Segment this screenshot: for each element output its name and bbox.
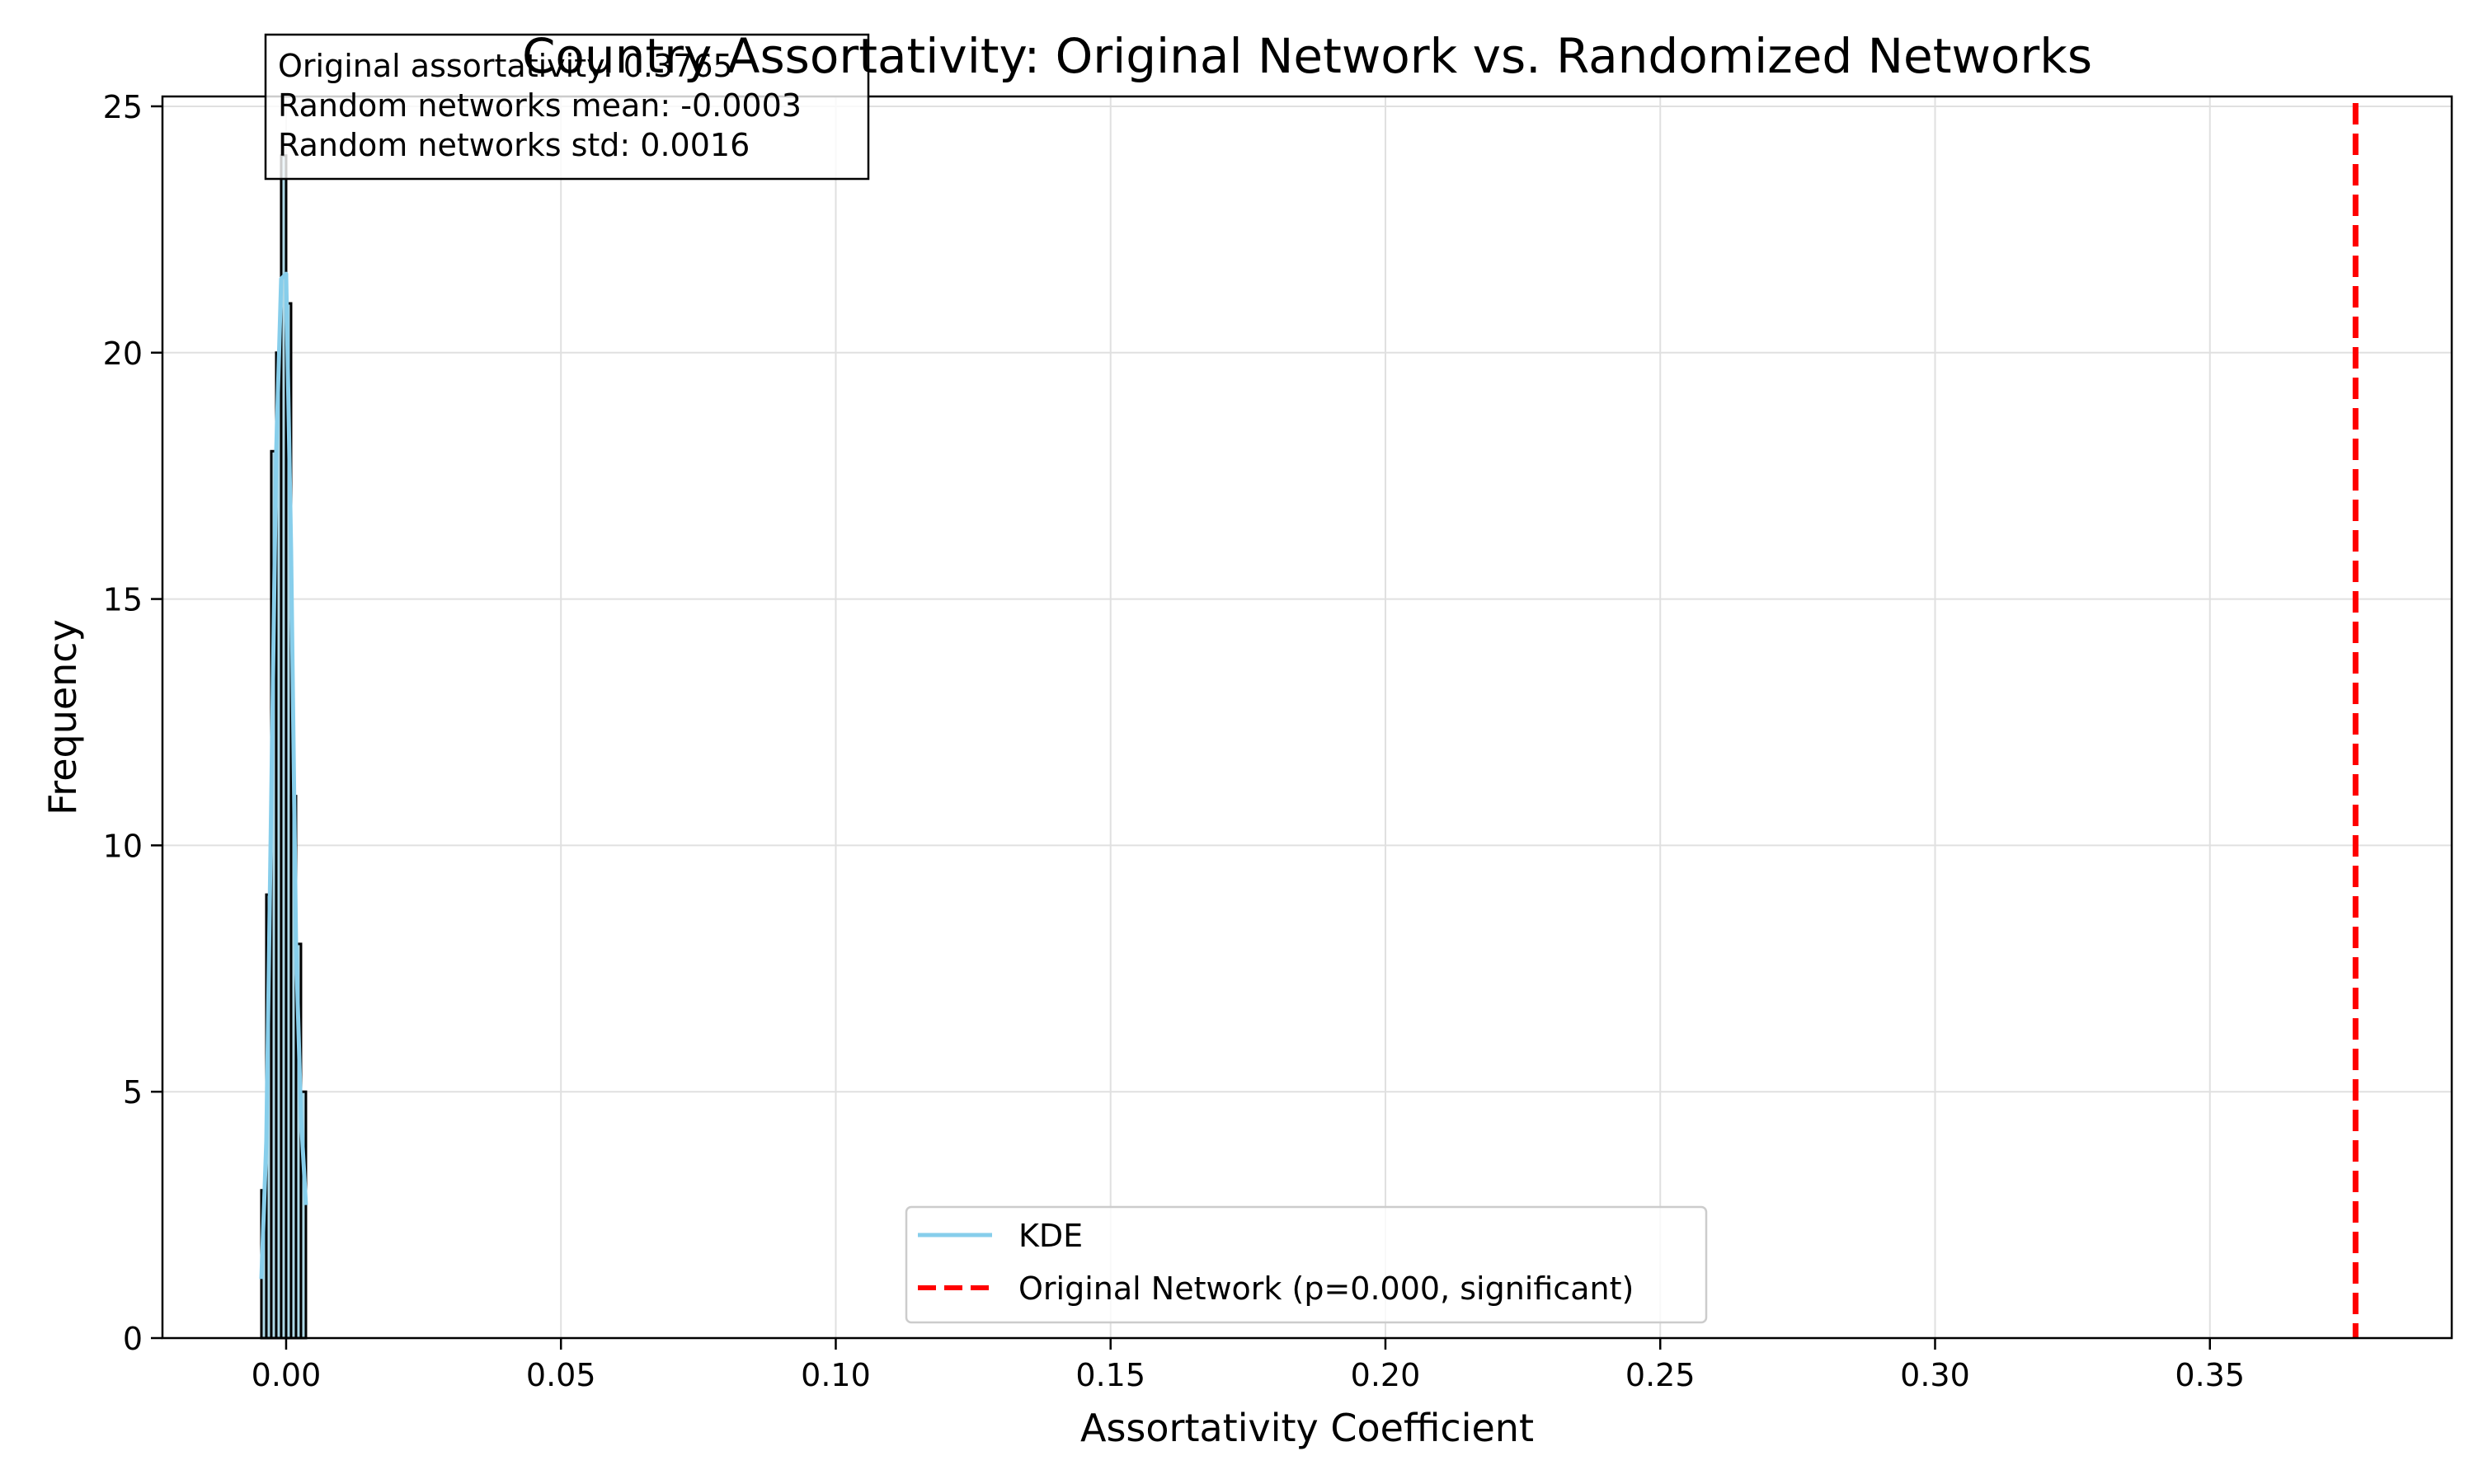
kde-curve xyxy=(259,271,308,1280)
x-tick-label: 0.15 xyxy=(1075,1357,1145,1393)
legend-reference-label: Original Network (p=0.000, significant) xyxy=(1018,1270,1634,1307)
stats-line-original: Original assortativity: 0.3765 xyxy=(278,48,733,84)
chart-title: Country Assortativity: Original Network … xyxy=(522,28,2092,84)
y-tick-label: 5 xyxy=(123,1074,143,1111)
y-tick-label: 15 xyxy=(103,582,143,618)
y-axis-label: Frequency xyxy=(40,619,85,815)
x-tick-label: 0.35 xyxy=(2175,1357,2245,1393)
x-tick-label: 0.30 xyxy=(1900,1357,1970,1393)
y-tick-label: 25 xyxy=(103,89,143,125)
grid-lines xyxy=(162,96,2452,1339)
x-tick-label: 0.00 xyxy=(252,1357,322,1393)
x-tick-label: 0.20 xyxy=(1351,1357,1421,1393)
stats-line-std: Random networks std: 0.0016 xyxy=(278,127,750,163)
y-tick-label: 0 xyxy=(123,1321,143,1357)
y-tick-label: 10 xyxy=(103,828,143,864)
kde-layer xyxy=(259,271,308,1280)
x-tick-label: 0.10 xyxy=(801,1357,871,1393)
stats-box: Original assortativity: 0.3765 Random ne… xyxy=(264,33,870,181)
histogram-bars xyxy=(260,154,308,1340)
stats-box-frame xyxy=(264,33,870,181)
y-tick-label: 20 xyxy=(103,336,143,372)
stats-line-mean: Random networks mean: -0.0003 xyxy=(278,87,802,124)
axis-ticks: 0.00 0.05 0.10 0.15 0.20 0.25 0.30 0.35 0 5 10 15 20… xyxy=(103,89,2245,1393)
x-tick-label: 0.25 xyxy=(1625,1357,1696,1393)
legend-frame xyxy=(905,1205,1708,1324)
legend: KDE Original Network (p=0.000, significa… xyxy=(905,1205,1708,1324)
x-axis-label: Assortativity Coefficient xyxy=(1080,1406,1534,1450)
legend-kde-label: KDE xyxy=(1018,1218,1083,1254)
x-tick-label: 0.05 xyxy=(526,1357,596,1393)
plot-frame xyxy=(161,95,2453,1340)
